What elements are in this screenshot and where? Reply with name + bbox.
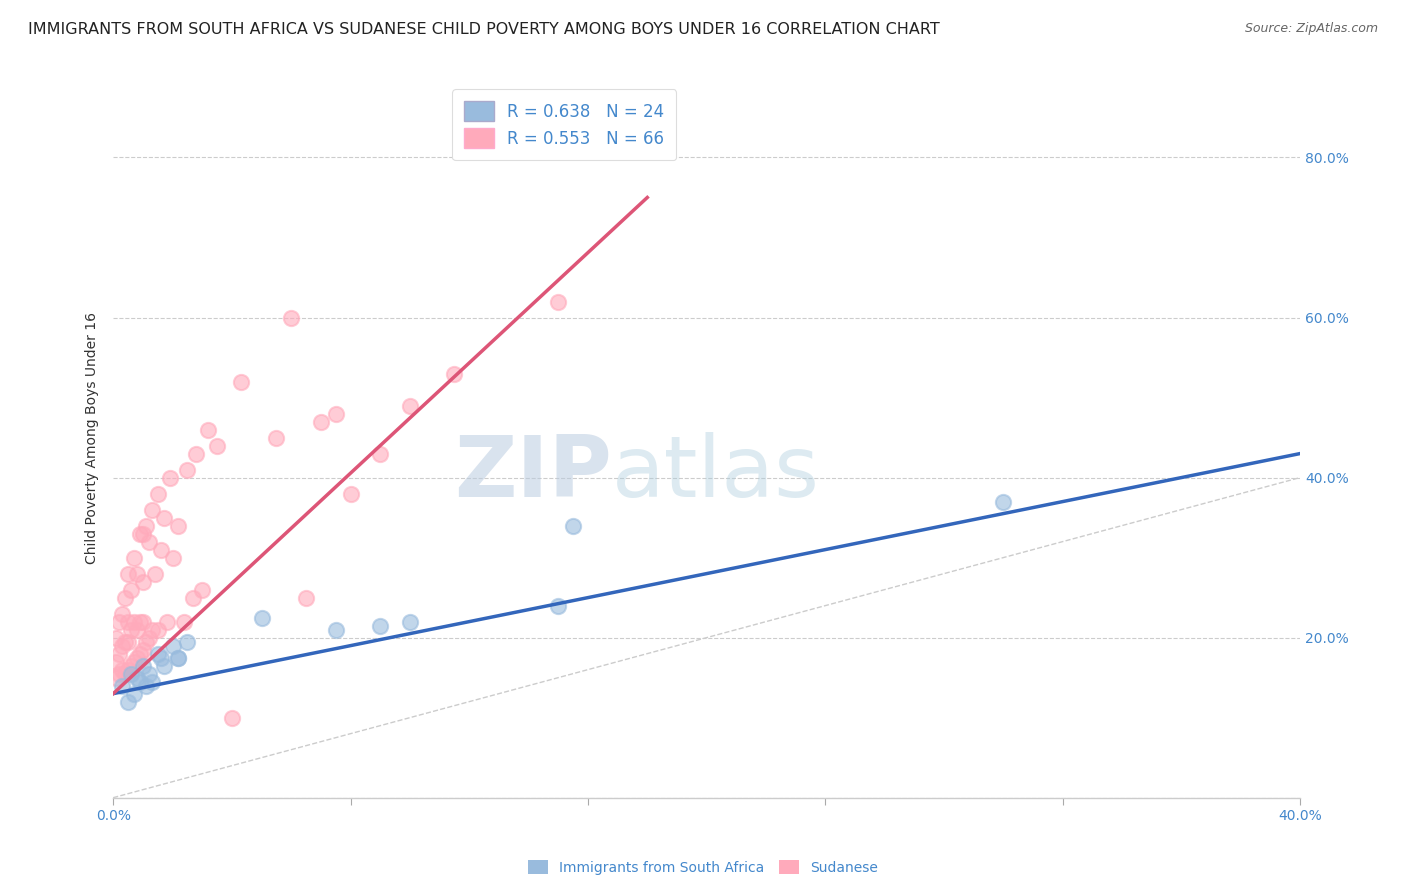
Point	[111, 607, 134, 621]
Point	[111, 639, 134, 653]
Point	[250, 610, 273, 624]
Text: Source: ZipAtlas.com: Source: ZipAtlas.com	[1244, 22, 1378, 36]
Point	[114, 591, 136, 605]
Point	[111, 679, 134, 693]
Point	[138, 666, 160, 681]
Point	[141, 502, 163, 516]
Point	[399, 399, 422, 413]
Legend: Immigrants from South Africa, Sudanese: Immigrants from South Africa, Sudanese	[522, 855, 884, 880]
Point	[105, 631, 128, 645]
Point	[159, 470, 181, 484]
Point	[128, 615, 150, 629]
Point	[266, 431, 288, 445]
Point	[128, 674, 150, 689]
Point	[120, 666, 142, 681]
Point	[117, 615, 139, 629]
Point	[229, 375, 252, 389]
Point	[443, 367, 465, 381]
Point	[120, 623, 142, 637]
Point	[221, 711, 243, 725]
Point	[132, 615, 155, 629]
Point	[167, 518, 190, 533]
Point	[993, 494, 1015, 508]
Point	[167, 650, 190, 665]
Point	[141, 674, 163, 689]
Text: atlas: atlas	[612, 432, 820, 515]
Point	[132, 574, 155, 589]
Point	[125, 650, 148, 665]
Point	[197, 423, 219, 437]
Legend: R = 0.638   N = 24, R = 0.553   N = 66: R = 0.638 N = 24, R = 0.553 N = 66	[453, 89, 676, 160]
Point	[105, 655, 128, 669]
Point	[176, 462, 198, 476]
Point	[149, 650, 172, 665]
Point	[167, 650, 190, 665]
Point	[125, 671, 148, 685]
Point	[339, 486, 361, 500]
Point	[562, 518, 585, 533]
Point	[191, 582, 214, 597]
Point	[128, 647, 150, 661]
Point	[120, 582, 142, 597]
Point	[125, 623, 148, 637]
Point	[368, 446, 391, 460]
Point	[122, 655, 145, 669]
Point	[132, 658, 155, 673]
Point	[149, 542, 172, 557]
Point	[108, 615, 131, 629]
Point	[547, 599, 569, 613]
Point	[117, 663, 139, 677]
Point	[295, 591, 318, 605]
Point	[368, 618, 391, 632]
Y-axis label: Child Poverty Among Boys Under 16: Child Poverty Among Boys Under 16	[86, 311, 100, 564]
Point	[155, 615, 177, 629]
Point	[152, 658, 174, 673]
Point	[135, 679, 157, 693]
Point	[280, 310, 302, 325]
Point	[146, 486, 169, 500]
Point	[135, 634, 157, 648]
Point	[105, 671, 128, 685]
Point	[138, 534, 160, 549]
Point	[114, 666, 136, 681]
Point	[138, 631, 160, 645]
Point	[132, 642, 155, 657]
Point	[141, 623, 163, 637]
Point	[122, 550, 145, 565]
Point	[547, 294, 569, 309]
Point	[399, 615, 422, 629]
Point	[128, 526, 150, 541]
Point	[143, 566, 166, 581]
Point	[132, 526, 155, 541]
Point	[117, 566, 139, 581]
Point	[120, 658, 142, 673]
Point	[162, 550, 184, 565]
Point	[114, 634, 136, 648]
Point	[135, 518, 157, 533]
Point	[108, 647, 131, 661]
Point	[309, 415, 332, 429]
Point	[186, 446, 208, 460]
Point	[122, 687, 145, 701]
Point	[205, 439, 228, 453]
Point	[173, 615, 195, 629]
Point	[111, 663, 134, 677]
Point	[117, 634, 139, 648]
Point	[176, 634, 198, 648]
Point	[325, 407, 347, 421]
Point	[117, 695, 139, 709]
Point	[325, 623, 347, 637]
Point	[108, 666, 131, 681]
Point	[146, 647, 169, 661]
Point	[125, 566, 148, 581]
Text: ZIP: ZIP	[454, 432, 612, 515]
Text: IMMIGRANTS FROM SOUTH AFRICA VS SUDANESE CHILD POVERTY AMONG BOYS UNDER 16 CORRE: IMMIGRANTS FROM SOUTH AFRICA VS SUDANESE…	[28, 22, 939, 37]
Point	[181, 591, 204, 605]
Point	[146, 623, 169, 637]
Point	[152, 510, 174, 524]
Point	[162, 639, 184, 653]
Point	[122, 615, 145, 629]
